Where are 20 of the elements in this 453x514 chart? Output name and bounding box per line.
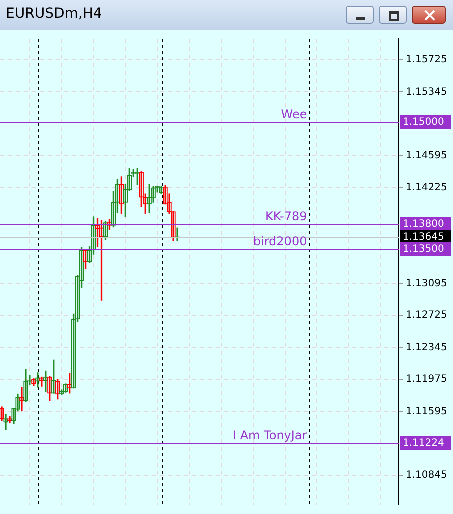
y-tick-label: 1.10845 xyxy=(406,470,448,482)
text: 1.13800 xyxy=(403,219,444,230)
text: 1.11224 xyxy=(403,438,444,450)
text: 1.13500 xyxy=(403,244,444,256)
ref-line-label: bird2000 xyxy=(253,234,308,249)
text: 1.13645 xyxy=(403,232,444,244)
y-tick-label: 1.15725 xyxy=(406,54,448,66)
y-tick-label: 1.13095 xyxy=(406,278,448,290)
chart-title: EURUSDm,H4 xyxy=(6,6,102,22)
y-tick-label: 1.11975 xyxy=(406,374,448,385)
y-tick-label: 1.15345 xyxy=(406,86,448,98)
y-tick-label: 1.12725 xyxy=(406,310,448,322)
y-tick-label: 1.14225 xyxy=(406,182,448,194)
ref-line-label: Wee xyxy=(281,108,308,122)
y-tick-label: 1.12345 xyxy=(406,342,448,354)
ref-line-label: KK-789 xyxy=(266,210,308,224)
y-tick-label: 1.14595 xyxy=(406,150,448,162)
text: 1.15000 xyxy=(403,117,444,128)
ref-line-label: I Am TonyJar xyxy=(232,428,308,443)
y-tick-label: 1.11595 xyxy=(406,406,448,418)
